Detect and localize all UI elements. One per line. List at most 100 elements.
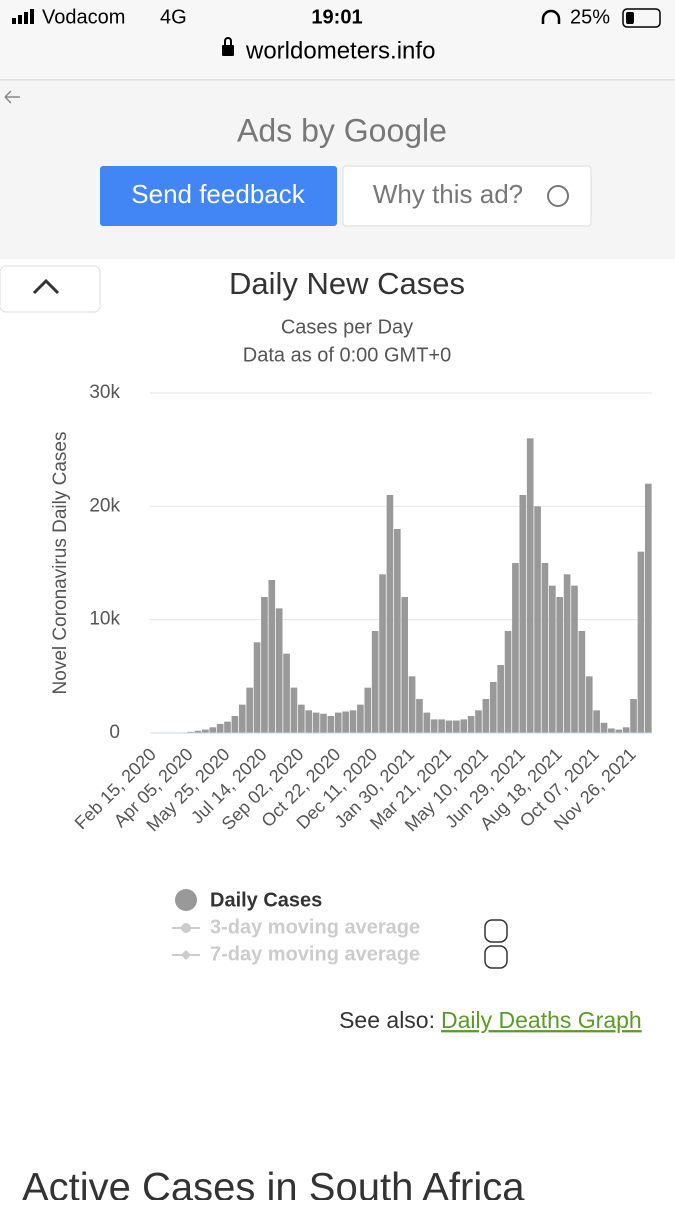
bar	[512, 563, 519, 733]
bar	[453, 720, 460, 733]
legend-swatch-inactive[interactable]	[181, 923, 191, 933]
top-bar	[0, 0, 675, 80]
feedback-text[interactable]: Send feedback	[131, 179, 305, 209]
bar	[393, 529, 401, 733]
section-heading: Active Cases in South Africa	[22, 1166, 525, 1200]
collapse-icon[interactable]	[32, 278, 60, 295]
chart-title: Daily New Cases	[229, 266, 465, 301]
y-tick-label: 30k	[89, 382, 120, 403]
bar	[209, 727, 217, 733]
bar	[534, 506, 541, 733]
feedback-button[interactable]	[100, 166, 337, 226]
bar	[224, 721, 231, 733]
legend-label-inactive[interactable]: 7-day moving average	[210, 943, 420, 965]
bar	[320, 713, 327, 733]
bar	[194, 730, 202, 733]
bar	[615, 729, 623, 733]
legend-swatch[interactable]	[175, 889, 197, 911]
chart-subtitle: Cases per Day	[281, 316, 413, 338]
bar	[519, 495, 527, 733]
see-also-link[interactable]: Daily Deaths Graph	[441, 1007, 642, 1033]
y-tick-label: 20k	[89, 495, 120, 516]
bar	[371, 631, 379, 733]
bar	[342, 711, 349, 733]
legend-swatch-inactive[interactable]	[181, 950, 191, 960]
carrier: Vodacom	[42, 6, 125, 28]
toggle[interactable]	[484, 919, 508, 943]
bar	[637, 551, 645, 733]
bar	[312, 712, 320, 733]
bar	[644, 483, 652, 733]
bar	[408, 676, 416, 733]
bar	[305, 710, 313, 733]
bar	[630, 699, 637, 733]
bar	[290, 687, 298, 733]
bar	[585, 676, 593, 733]
legend-label[interactable]: Daily Cases	[210, 889, 322, 911]
bar	[475, 710, 482, 733]
bar	[467, 716, 475, 733]
back-arrow[interactable]	[4, 90, 20, 104]
url[interactable]: worldometers.info	[245, 37, 435, 64]
bar	[445, 720, 453, 733]
why-text[interactable]: Why this ad?	[373, 179, 523, 209]
bar	[489, 682, 497, 733]
bar	[571, 585, 578, 733]
bar	[268, 580, 276, 733]
bar	[460, 719, 468, 733]
bar	[504, 631, 512, 733]
bar	[541, 563, 549, 733]
battery-level	[626, 12, 634, 24]
toggle[interactable]	[484, 945, 508, 969]
bar	[231, 716, 239, 733]
bar	[357, 704, 364, 733]
info-icon[interactable]	[547, 185, 569, 207]
battery-text: 25%	[570, 6, 610, 28]
why-button[interactable]	[342, 165, 592, 227]
bar	[430, 719, 438, 733]
y-axis-title: Novel Coronavirus Daily Cases	[50, 432, 71, 695]
chart-note: Data as of 0:00 GMT+0	[243, 344, 451, 366]
bar	[600, 722, 608, 733]
signal-icon	[12, 9, 34, 24]
see-also-label: See also:	[339, 1007, 435, 1033]
bar	[608, 728, 615, 733]
bar	[526, 438, 534, 733]
bar	[238, 704, 246, 733]
bar	[298, 704, 305, 733]
bar	[497, 665, 504, 733]
bar	[379, 574, 386, 733]
collapse-tab[interactable]	[0, 265, 101, 313]
legend-label-inactive[interactable]: 3-day moving average	[210, 916, 420, 938]
bar	[364, 687, 372, 733]
bar	[187, 731, 194, 733]
bar	[246, 687, 253, 733]
bar	[202, 729, 209, 733]
bar	[386, 495, 394, 733]
ad-label: Ads by Google	[237, 112, 447, 148]
clock: 19:01	[311, 6, 362, 28]
bar	[423, 712, 431, 733]
bar	[549, 585, 556, 733]
bar	[283, 653, 290, 733]
headphones-icon	[541, 9, 561, 24]
bar	[416, 699, 423, 733]
bar	[349, 710, 357, 733]
bar	[578, 631, 586, 733]
bar	[327, 716, 335, 733]
network: 4G	[160, 6, 187, 28]
bar	[622, 727, 630, 733]
bar	[556, 597, 564, 733]
bar	[334, 712, 342, 733]
bar	[216, 723, 224, 733]
bar	[593, 710, 600, 733]
bar	[261, 597, 268, 733]
lock-icon	[222, 45, 234, 56]
battery-icon	[622, 8, 661, 28]
bar	[563, 574, 571, 733]
y-tick-label: 0	[109, 722, 120, 743]
bar	[482, 699, 490, 733]
